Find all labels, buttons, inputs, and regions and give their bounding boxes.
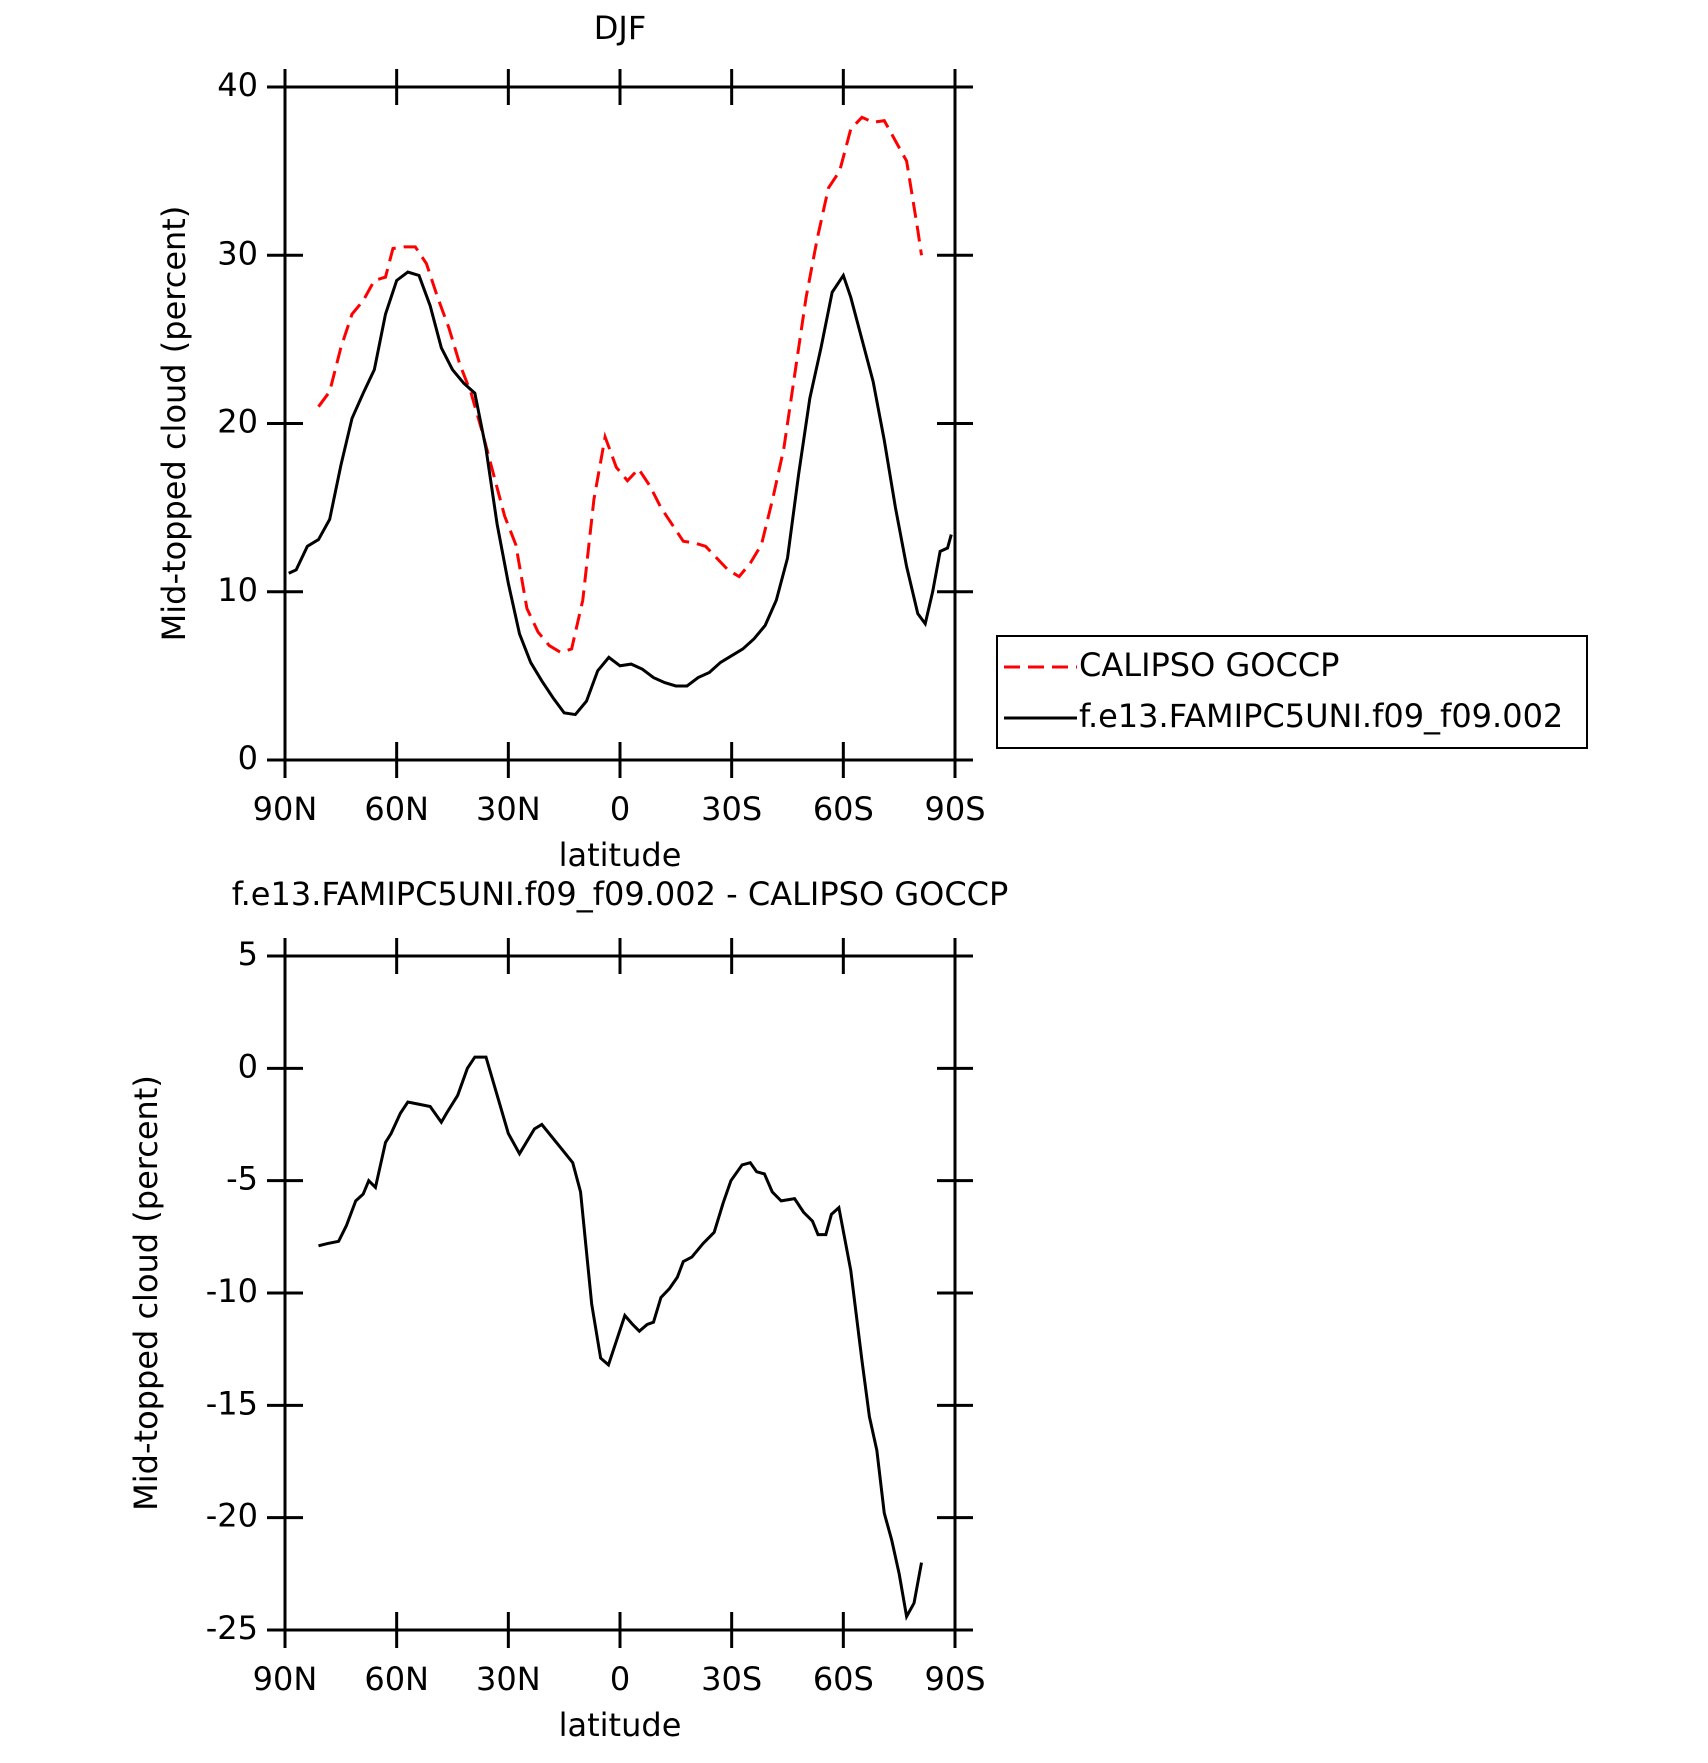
y-tick-label: 0: [238, 739, 258, 777]
x-tick-label: 30N: [476, 1660, 541, 1698]
y-tick-label: 20: [217, 403, 258, 441]
series-line: [318, 1055, 923, 1621]
y-tick-label: -5: [226, 1160, 258, 1198]
y-axis-label: Mid-topped cloud (percent): [155, 206, 193, 642]
y-tick-label: -25: [206, 1609, 258, 1647]
series-line: [317, 115, 923, 654]
legend-box: [996, 635, 1588, 749]
series-line: [288, 270, 953, 717]
x-tick-label: 60N: [364, 790, 429, 828]
x-axis-label: latitude: [559, 1706, 682, 1744]
y-tick-label: -20: [206, 1497, 258, 1535]
y-axis-label: Mid-topped cloud (percent): [127, 1075, 165, 1511]
x-tick-label: 60S: [813, 790, 874, 828]
x-tick-label: 0: [610, 790, 630, 828]
x-tick-label: 90N: [253, 790, 318, 828]
x-tick-label: 30S: [701, 790, 762, 828]
x-axis-label: latitude: [559, 836, 682, 874]
plot-frame: [283, 85, 957, 762]
plot-frame: [283, 954, 957, 1632]
chart-title: DJF: [594, 9, 646, 47]
x-tick-label: 60S: [813, 1660, 874, 1698]
x-tick-label: 90S: [924, 790, 985, 828]
chart-title: f.e13.FAMIPC5UNI.f09_f09.002 - CALIPSO G…: [232, 875, 1009, 913]
x-tick-label: 30N: [476, 790, 541, 828]
y-tick-label: 40: [217, 66, 258, 104]
y-tick-label: 10: [217, 571, 258, 609]
x-tick-label: 90S: [924, 1660, 985, 1698]
x-tick-label: 60N: [364, 1660, 429, 1698]
y-tick-label: 0: [238, 1047, 258, 1085]
y-tick-label: -15: [206, 1384, 258, 1422]
x-tick-label: 0: [610, 1660, 630, 1698]
x-tick-label: 90N: [253, 1660, 318, 1698]
y-tick-label: 30: [217, 234, 258, 272]
legend-label: f.e13.FAMIPC5UNI.f09_f09.002: [1079, 697, 1563, 735]
legend-label: CALIPSO GOCCP: [1079, 646, 1339, 684]
x-tick-label: 30S: [701, 1660, 762, 1698]
y-tick-label: -10: [206, 1272, 258, 1310]
y-tick-label: 5: [238, 935, 258, 973]
